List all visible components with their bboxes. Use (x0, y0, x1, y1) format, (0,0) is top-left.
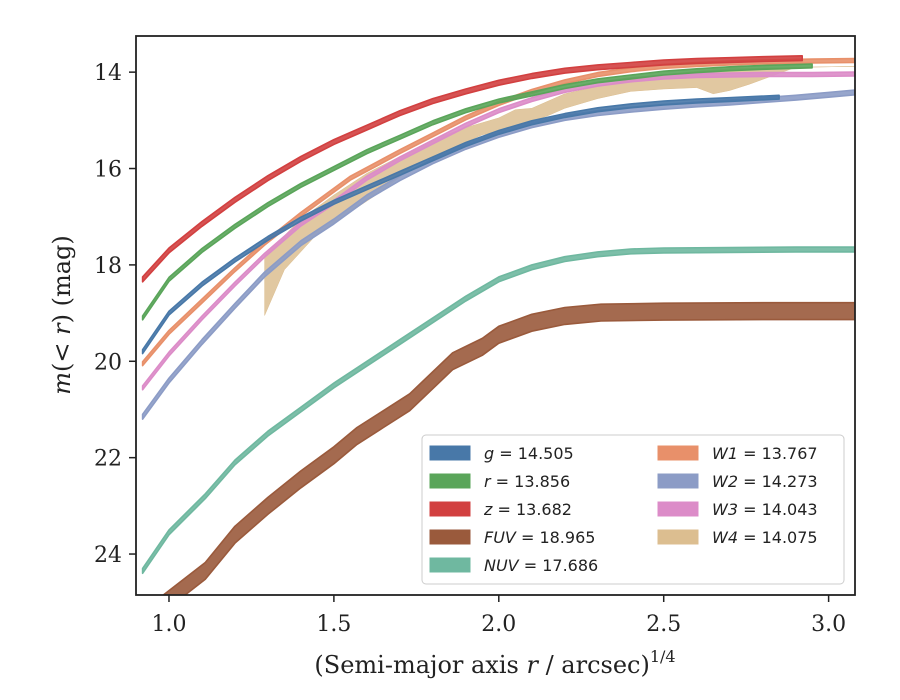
plot-frame (135, 35, 856, 596)
y-tick-label: 16 (94, 158, 122, 183)
series-band-w2 (141, 89, 855, 420)
x-tick-label: 1.5 (316, 612, 351, 637)
y-tick-label: 14 (94, 61, 122, 86)
x-axis: 1.0 1.5 2.0 2.5 3.0 (151, 595, 846, 637)
legend-swatch-r (429, 473, 471, 489)
legend-swatch-w1 (657, 445, 699, 461)
legend-label-w4: W4 = 14.075 (712, 528, 818, 547)
series-band-fuv (162, 301, 855, 595)
x-tick-label: 3.0 (811, 612, 846, 637)
y-tick-label: 24 (94, 543, 122, 568)
legend-swatch-w2 (657, 473, 699, 489)
x-tick-label: 2.0 (481, 612, 516, 637)
legend-label-nuv: NUV = 17.686 (484, 556, 598, 575)
legend-swatch-w4 (657, 529, 699, 545)
legend-label-fuv: FUV = 18.965 (484, 528, 595, 547)
series-band-nuv (141, 246, 855, 575)
legend-label-g: g = 14.505 (484, 444, 574, 463)
x-tick-label: 1.0 (151, 612, 186, 637)
x-axis-label: (Semi-major axis r / arcsec)1/4 (314, 647, 675, 679)
legend-label-r: r = 13.856 (484, 472, 570, 491)
legend-box (421, 434, 845, 585)
y-tick-label: 18 (94, 254, 122, 279)
y-axis-label: m(< r) (mag) (48, 235, 76, 395)
legend-label-w2: W2 = 14.273 (712, 472, 818, 491)
legend-swatch-z (429, 501, 471, 517)
legend-label-z: z = 13.682 (483, 500, 572, 519)
plot-area (135, 35, 856, 596)
y-tick-label: 20 (94, 350, 122, 375)
series-band-r (141, 63, 813, 321)
legend-label-w1: W1 = 13.767 (712, 444, 818, 463)
y-axis: 14 16 18 20 22 24 (94, 61, 136, 568)
series-band-g (141, 94, 780, 355)
series-band-w1 (141, 57, 855, 367)
series-bands (141, 55, 855, 595)
legend: g = 14.505 r = 13.856 z = 13.682 FUV = 18.9… (421, 434, 845, 585)
legend-swatch-nuv (429, 557, 471, 573)
series-band-z (141, 55, 803, 283)
legend-swatch-w3 (657, 501, 699, 517)
y-tick-label: 22 (94, 447, 122, 472)
legend-label-w3: W3 = 14.043 (712, 500, 818, 519)
legend-swatch-g (429, 445, 471, 461)
legend-swatch-fuv (429, 529, 471, 545)
x-tick-label: 2.5 (646, 612, 681, 637)
